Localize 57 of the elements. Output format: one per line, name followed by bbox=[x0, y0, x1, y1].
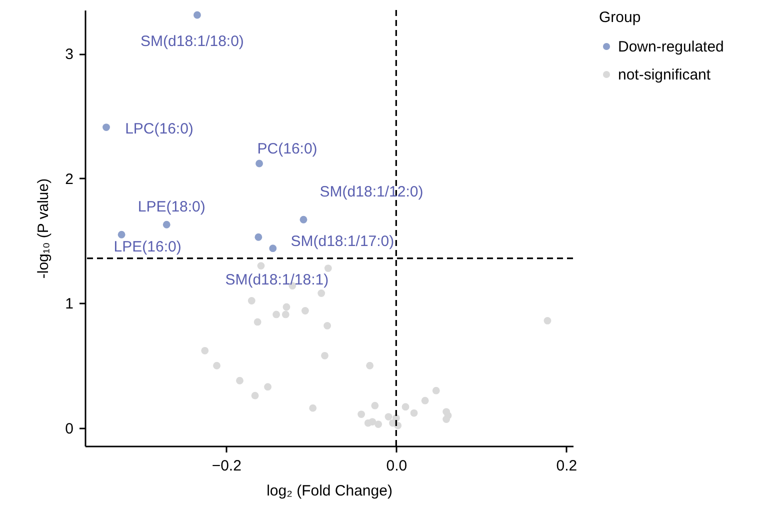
point bbox=[118, 230, 126, 238]
point bbox=[358, 410, 366, 418]
x-tick-label: −0.2 bbox=[212, 458, 242, 474]
point bbox=[371, 402, 379, 410]
point bbox=[384, 413, 392, 420]
point bbox=[102, 124, 110, 131]
point bbox=[324, 322, 332, 330]
annotation: SM(d18:1/12:0) bbox=[320, 184, 424, 201]
y-tick-label: 2 bbox=[65, 170, 74, 188]
legend-label: Down-regulated bbox=[618, 38, 724, 56]
point bbox=[257, 262, 265, 270]
point bbox=[432, 386, 440, 394]
annotation: SM(d18:1/17:0) bbox=[290, 233, 394, 250]
x-axis-title: log₂ (Fold Change) bbox=[266, 482, 392, 500]
point bbox=[324, 264, 332, 272]
annotation: LPE(18:0) bbox=[138, 198, 206, 216]
point bbox=[366, 362, 374, 370]
point bbox=[201, 346, 209, 354]
annotation: SM(d18:1/18:0) bbox=[140, 32, 244, 50]
point bbox=[309, 404, 317, 412]
point bbox=[318, 290, 326, 297]
point bbox=[236, 376, 244, 384]
y-axis-title: -log₁₀ (P value) bbox=[35, 178, 52, 279]
point bbox=[442, 416, 450, 423]
y-tick-label: 1 bbox=[65, 296, 74, 313]
point bbox=[254, 233, 262, 241]
point bbox=[410, 409, 418, 417]
x-tick-label: 0.2 bbox=[556, 458, 578, 474]
x-tick-label: 0.0 bbox=[386, 458, 408, 474]
annotation: SM(d18:1/18:1) bbox=[225, 271, 329, 288]
point bbox=[282, 303, 290, 311]
point bbox=[213, 362, 220, 370]
point bbox=[321, 352, 328, 360]
point bbox=[402, 403, 410, 411]
point bbox=[544, 317, 552, 324]
point bbox=[374, 420, 382, 428]
annotation: PC(16:0) bbox=[257, 140, 318, 158]
point bbox=[368, 418, 376, 426]
point bbox=[264, 383, 272, 391]
annotation: LPC(16:0) bbox=[125, 120, 194, 138]
legend-label: not-significant bbox=[618, 66, 712, 84]
point bbox=[421, 396, 429, 404]
point bbox=[194, 11, 201, 19]
point bbox=[272, 310, 280, 318]
y-tick-label: 3 bbox=[65, 46, 74, 64]
legend-title: Group bbox=[599, 9, 641, 26]
point bbox=[162, 220, 170, 228]
point bbox=[300, 216, 308, 224]
point bbox=[251, 392, 259, 400]
point bbox=[256, 160, 263, 168]
point bbox=[282, 310, 290, 318]
point bbox=[254, 318, 262, 326]
point bbox=[248, 297, 256, 304]
point bbox=[269, 244, 277, 252]
annotation: LPE(16:0) bbox=[114, 238, 182, 256]
point bbox=[301, 307, 309, 314]
y-tick-label: 0 bbox=[65, 420, 74, 438]
